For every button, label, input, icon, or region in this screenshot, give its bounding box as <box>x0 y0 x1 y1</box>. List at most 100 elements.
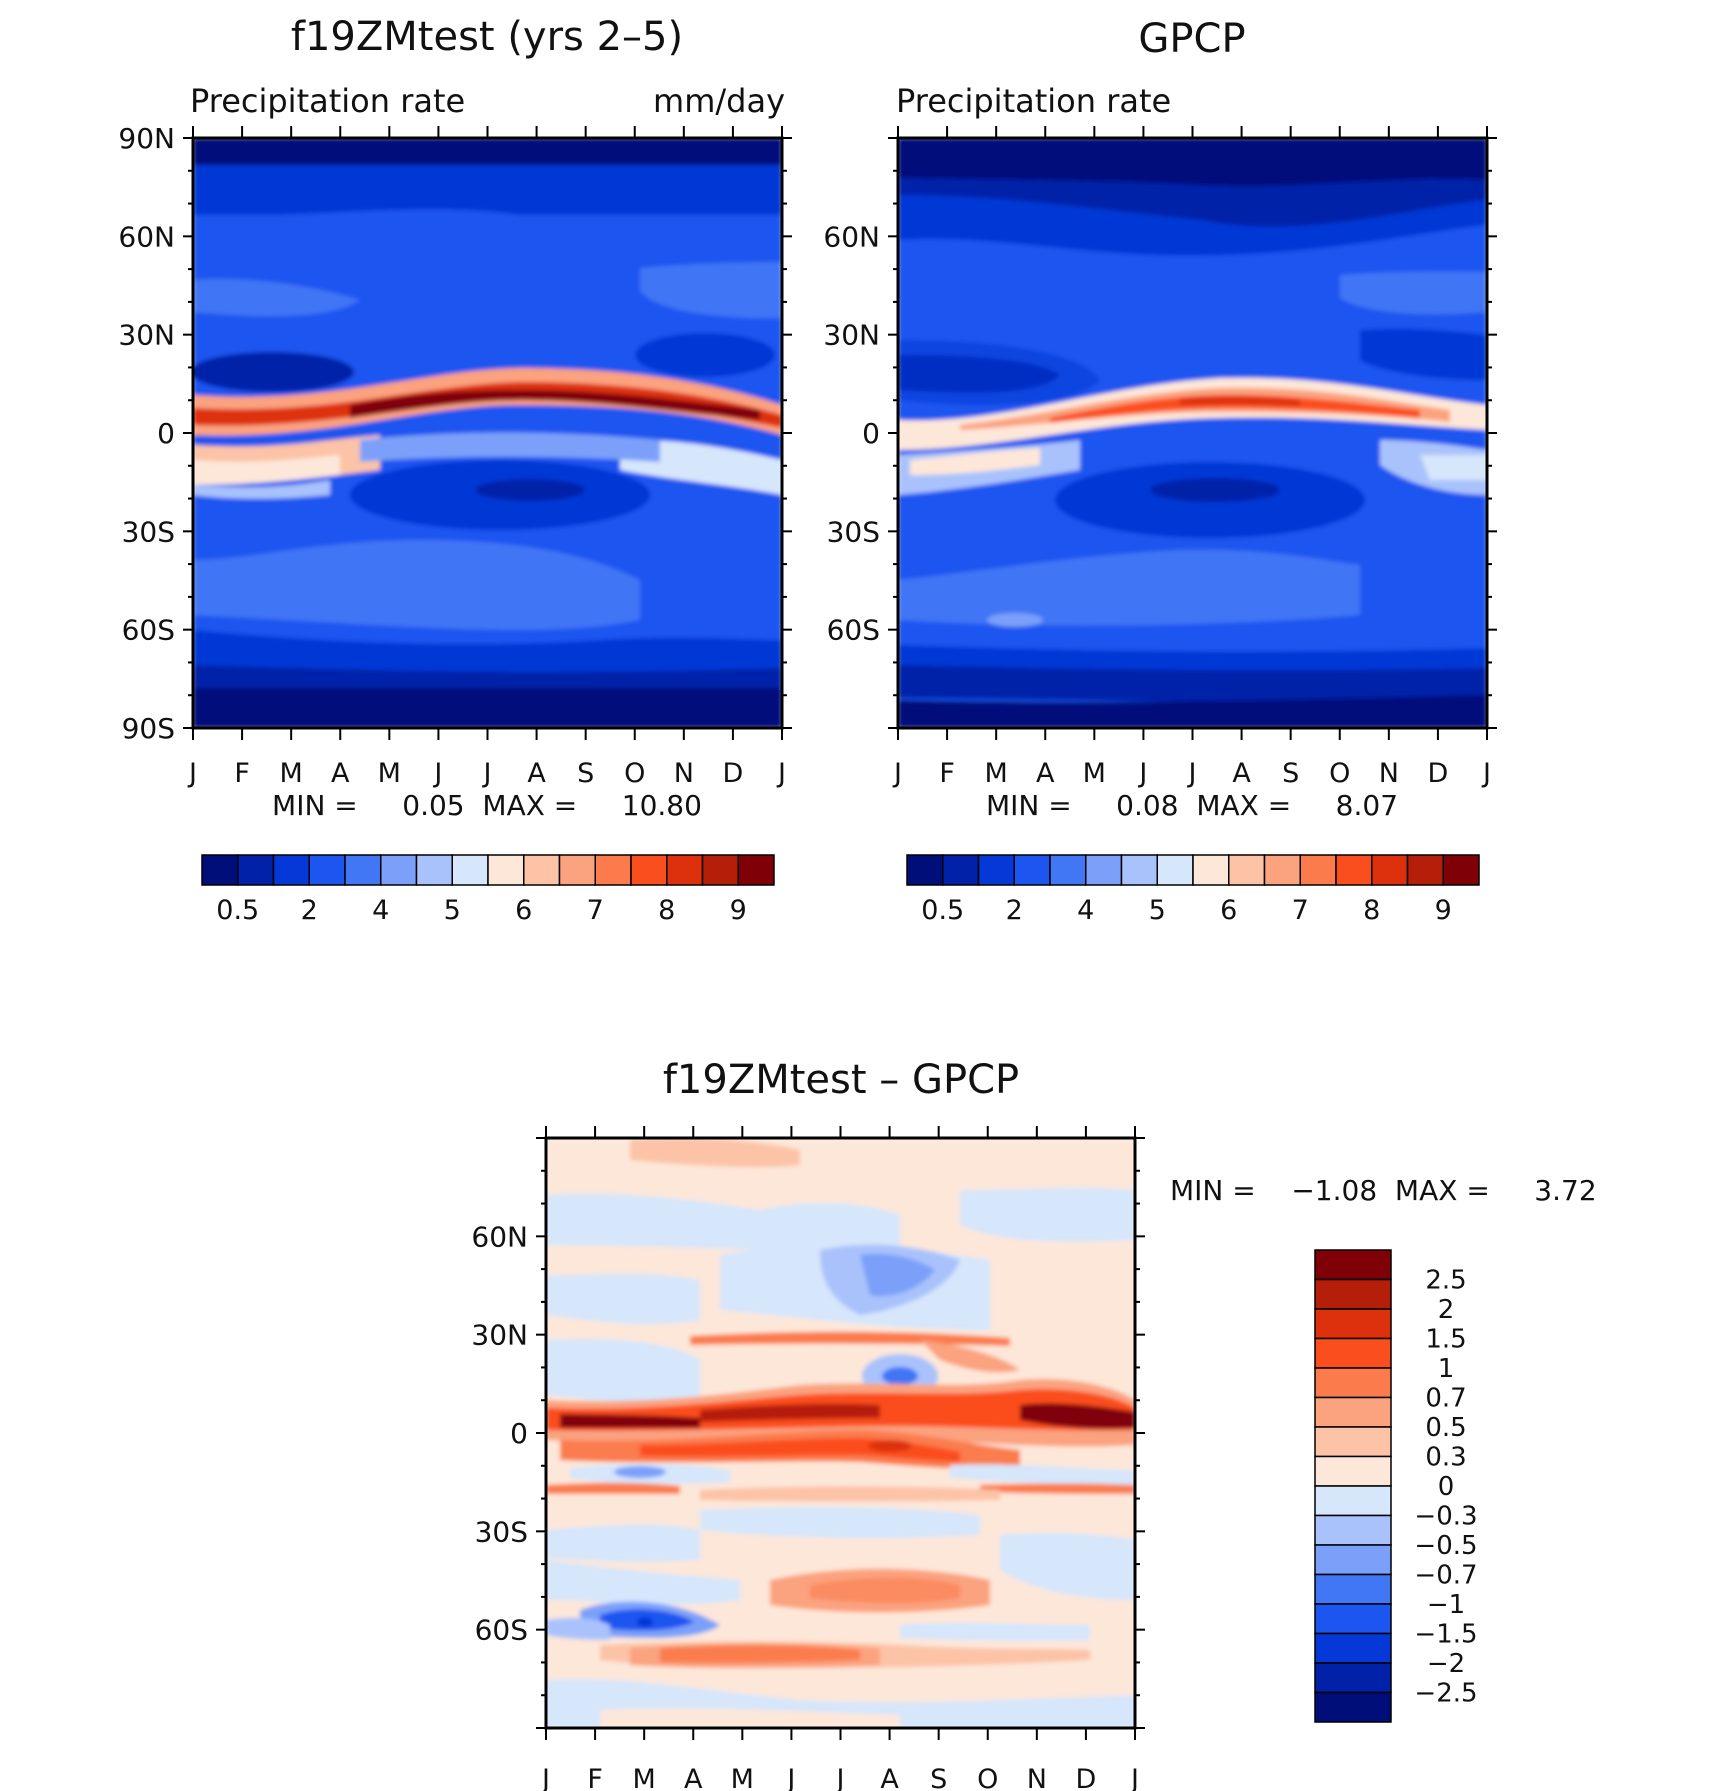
colorbar-label: −0.5 <box>1414 1531 1477 1561</box>
colorbar-label: 0.3 <box>1425 1443 1466 1473</box>
colorbar-label: 7 <box>1292 895 1309 926</box>
x-tick-label: J <box>785 1764 795 1791</box>
y-tick-label: 30N <box>471 1319 528 1352</box>
panel-model-subtitle-left: Precipitation rate <box>190 82 465 120</box>
panel-model-colorbar: 0.5 2 4 5 6 7 8 9 <box>201 854 775 926</box>
y-tick-label: 30N <box>118 319 175 352</box>
panel-model-field <box>193 138 782 728</box>
y-tick-label: 30S <box>827 515 880 548</box>
colorbar-label: −1 <box>1427 1590 1465 1620</box>
colorbar-swatch <box>1314 1662 1392 1694</box>
colorbar-label: 1.5 <box>1425 1325 1466 1355</box>
panel-model-y-axis: 90N 60N 30N 0 30S 60S 90S <box>118 122 792 745</box>
panel-diff-colorbar: 2.521.510.70.50.30−0.3−0.5−0.7−1−1.5−2−2… <box>1314 1249 1478 1723</box>
x-tick-label: A <box>684 1764 703 1791</box>
y-tick-label: 60N <box>118 220 175 253</box>
colorbar-swatch <box>977 854 1015 886</box>
x-tick-label: M <box>1083 758 1106 789</box>
colorbar-label: 4 <box>1077 895 1094 926</box>
x-tick-label: F <box>587 1764 603 1791</box>
x-tick-label: J <box>432 758 442 789</box>
colorbar-label: 1 <box>1438 1354 1455 1384</box>
colorbar-swatch <box>1314 1337 1392 1369</box>
colorbar-label: 8 <box>658 895 675 926</box>
colorbar-swatch <box>1371 854 1409 886</box>
x-tick-label: O <box>624 758 645 789</box>
x-tick-label: M <box>731 1764 754 1791</box>
colorbar-label: 7 <box>587 895 604 926</box>
colorbar-swatch <box>1314 1455 1392 1487</box>
colorbar-label: 0.5 <box>1425 1413 1466 1443</box>
panel-obs-title: GPCP <box>1138 16 1245 62</box>
x-tick-label: O <box>1329 758 1350 789</box>
colorbar-label: 6 <box>515 895 532 926</box>
x-tick-label: J <box>776 758 786 789</box>
colorbar-label: 9 <box>1435 895 1452 926</box>
colorbar-swatch <box>1228 854 1266 886</box>
colorbar-swatch <box>451 854 489 886</box>
colorbar-label: 9 <box>730 895 747 926</box>
colorbar-swatch <box>1314 1367 1392 1399</box>
colorbar-swatch <box>1314 1249 1392 1281</box>
colorbar-label: 0.5 <box>921 895 964 926</box>
colorbar-swatch <box>1314 1396 1392 1428</box>
y-tick-label: 30N <box>823 319 880 352</box>
y-tick-label: 90N <box>118 122 175 155</box>
x-tick-label: J <box>1129 1764 1139 1791</box>
panel-obs-field <box>898 138 1487 728</box>
colorbar-swatch <box>594 854 632 886</box>
colorbar-swatch <box>1314 1278 1392 1310</box>
panel-diff: f19ZMtest – GPCP <box>471 1057 1596 1791</box>
colorbar-swatch <box>1314 1426 1392 1458</box>
colorbar-swatch <box>1299 854 1337 886</box>
colorbar-label: −0.7 <box>1414 1561 1477 1591</box>
colorbar-swatch <box>558 854 596 886</box>
colorbar-swatch <box>1314 1514 1392 1546</box>
colorbar-label: 0 <box>1438 1472 1455 1502</box>
x-tick-label: N <box>1027 1764 1047 1791</box>
colorbar-label: −2.5 <box>1414 1679 1477 1709</box>
colorbar-label: 8 <box>1363 895 1380 926</box>
panel-diff-y-axis: 60N 30N 0 30S 60S <box>471 1137 1145 1729</box>
y-tick-label: 0 <box>862 417 880 450</box>
colorbar-swatch <box>942 854 980 886</box>
x-tick-label: F <box>234 758 250 789</box>
x-tick-label: N <box>674 758 694 789</box>
y-tick-label: 30S <box>475 1515 528 1548</box>
x-tick-label: M <box>378 758 401 789</box>
x-tick-label: J <box>1481 758 1491 789</box>
colorbar-swatch <box>380 854 418 886</box>
panel-diff-title: f19ZMtest – GPCP <box>663 1057 1019 1103</box>
x-tick-label: D <box>723 758 744 789</box>
x-tick-label: A <box>527 758 546 789</box>
x-tick-label: A <box>1036 758 1055 789</box>
colorbar-swatch <box>1442 854 1480 886</box>
x-tick-label: S <box>930 1764 947 1791</box>
y-tick-label: 60N <box>471 1220 528 1253</box>
colorbar-label: 0.7 <box>1425 1384 1466 1414</box>
colorbar-swatch <box>415 854 453 886</box>
colorbar-label: 4 <box>372 895 389 926</box>
colorbar-swatch <box>1314 1544 1392 1576</box>
x-tick-label: M <box>633 1764 656 1791</box>
panel-model-title: f19ZMtest (yrs 2–5) <box>291 14 683 60</box>
panel-obs-y-axis: 60N 30N 0 30S 60S <box>823 137 1497 729</box>
y-tick-label: 0 <box>510 1417 528 1450</box>
x-tick-label: J <box>187 758 197 789</box>
panel-model-subtitle-right: mm/day <box>653 82 785 120</box>
x-tick-label: D <box>1428 758 1449 789</box>
colorbar-swatch <box>1314 1691 1392 1723</box>
x-tick-label: A <box>331 758 350 789</box>
colorbar-swatch <box>1263 854 1301 886</box>
colorbar-swatch <box>630 854 668 886</box>
colorbar-label: 5 <box>444 895 461 926</box>
x-tick-label: S <box>1282 758 1299 789</box>
y-tick-label: 60S <box>827 614 880 647</box>
colorbar-label: 2.5 <box>1425 1266 1466 1296</box>
colorbar-swatch <box>237 854 275 886</box>
colorbar-swatch <box>906 854 944 886</box>
panel-diff-field <box>546 1138 1135 1728</box>
y-tick-label: 0 <box>157 417 175 450</box>
